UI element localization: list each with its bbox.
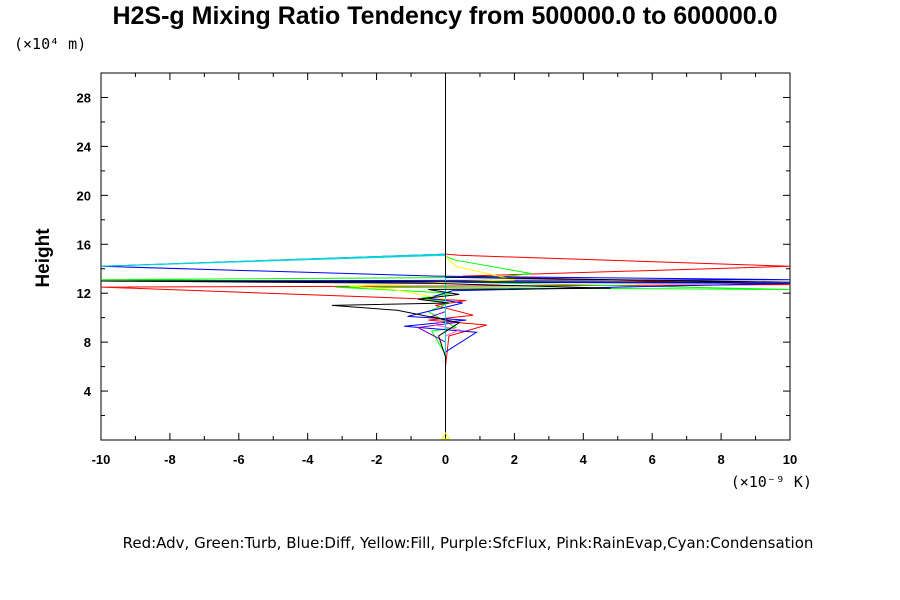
series-line-adv bbox=[100, 75, 791, 438]
x-tick-labels: -10 -8 -6 -4 -2 0 2 4 6 8 10 bbox=[92, 452, 798, 467]
x-tick-label: 2 bbox=[511, 452, 518, 467]
x-unit-label: (×10⁻⁹ K) bbox=[731, 473, 812, 491]
x-tick-label: -10 bbox=[92, 452, 111, 467]
x-tick-label: -8 bbox=[164, 452, 176, 467]
series-line-turb bbox=[100, 75, 791, 438]
y-unit-label: (×10⁴ m) bbox=[14, 35, 86, 53]
y-tick-label: 24 bbox=[77, 139, 92, 154]
x-tick-label: 8 bbox=[717, 452, 724, 467]
x-tick-label: 0 bbox=[442, 452, 449, 467]
origin-marker bbox=[440, 432, 451, 440]
series-line-diff bbox=[100, 75, 791, 438]
y-axis-label: Height bbox=[33, 228, 54, 288]
y-tick-label: 12 bbox=[77, 286, 91, 301]
y-tick-label: 16 bbox=[77, 237, 91, 252]
series-line-fill bbox=[348, 75, 515, 438]
y-tick-label: 8 bbox=[84, 335, 91, 350]
series-line-condensation bbox=[100, 75, 446, 438]
x-tick-label: -4 bbox=[302, 452, 314, 467]
series-line-rainevap bbox=[433, 75, 461, 438]
y-tick-label: 4 bbox=[84, 384, 92, 399]
y-tick-labels: 4 8 12 16 20 24 28 bbox=[77, 90, 92, 399]
series-lines bbox=[100, 75, 791, 440]
x-tick-label: 4 bbox=[580, 452, 588, 467]
x-tick-label: 6 bbox=[649, 452, 656, 467]
y-tick-label: 20 bbox=[77, 188, 91, 203]
x-tick-label: -2 bbox=[371, 452, 383, 467]
y-tick-label: 28 bbox=[77, 90, 91, 105]
x-tick-label: 10 bbox=[783, 452, 797, 467]
x-tick-label: -6 bbox=[233, 452, 245, 467]
series-line-unlabeled bbox=[100, 75, 791, 438]
legend-text: Red:Adv, Green:Turb, Blue:Diff, Yellow:F… bbox=[123, 534, 814, 552]
chart-title: H2S-g Mixing Ratio Tendency from 500000.… bbox=[112, 2, 777, 30]
